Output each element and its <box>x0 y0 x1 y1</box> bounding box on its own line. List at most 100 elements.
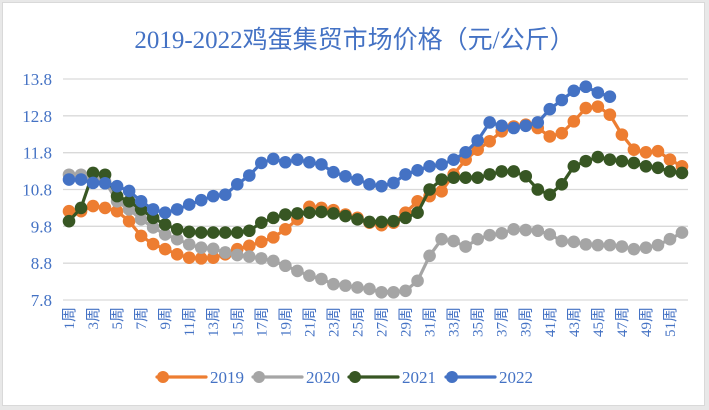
data-point-2021 <box>339 209 352 223</box>
data-point-2021 <box>267 211 280 225</box>
data-point-2022 <box>519 119 533 133</box>
data-point-2022 <box>206 189 220 203</box>
legend-label: 2021 <box>402 368 436 387</box>
data-point-2022 <box>603 90 617 103</box>
data-point-2021 <box>447 171 460 185</box>
data-point-2022 <box>591 86 605 99</box>
data-point-2022 <box>279 155 292 169</box>
data-point-2019 <box>663 153 677 166</box>
data-point-2022 <box>435 158 448 171</box>
x-tick-label: 15周 <box>229 307 246 337</box>
data-point-2020 <box>194 241 208 254</box>
data-point-2020 <box>531 224 545 238</box>
data-point-2020 <box>170 232 184 246</box>
data-point-2021 <box>399 211 412 225</box>
data-point-2021 <box>615 154 629 168</box>
data-point-2022 <box>315 158 328 171</box>
legend-label: 2022 <box>499 368 533 387</box>
data-point-2020 <box>255 252 268 265</box>
data-point-2020 <box>158 228 172 241</box>
y-tick-label: 11.8 <box>23 144 52 163</box>
x-tick-label: 13周 <box>205 307 222 337</box>
data-point-2022 <box>351 173 364 186</box>
data-point-2019 <box>267 231 280 244</box>
data-point-2019 <box>170 248 184 261</box>
data-point-2019 <box>122 214 136 228</box>
y-tick-label: 13.8 <box>22 70 52 89</box>
legend: 2019 2020 2021 2022 <box>155 368 533 387</box>
series-line-2022 <box>67 85 612 215</box>
x-tick-label: 49周 <box>638 307 655 337</box>
gridlines <box>63 78 688 301</box>
data-point-2021 <box>291 207 304 220</box>
data-point-2019 <box>615 128 629 141</box>
data-point-2021 <box>507 165 521 178</box>
data-point-2019 <box>435 185 448 198</box>
data-point-2021 <box>675 166 689 180</box>
data-point-2020 <box>627 242 641 256</box>
data-point-2022 <box>483 116 496 129</box>
data-point-2020 <box>206 242 220 256</box>
data-point-2019 <box>555 126 569 140</box>
data-point-2020 <box>651 238 665 252</box>
data-point-2020 <box>411 274 424 288</box>
data-point-2020 <box>363 282 376 296</box>
x-tick-label: 11周 <box>181 307 198 336</box>
data-point-2021 <box>483 168 496 181</box>
x-axis: 1周 3周 5周 7周 9周 11周 13周 15周 17周 19周 21周 23周 25周 27周 29周… <box>61 307 679 337</box>
legend-item-2021: 2021 <box>347 368 436 387</box>
data-point-2020 <box>327 277 340 291</box>
data-point-2022 <box>98 176 112 190</box>
data-point-2020 <box>615 240 629 253</box>
data-point-2021 <box>423 183 436 196</box>
data-point-2021 <box>639 159 653 173</box>
data-point-2022 <box>267 152 280 166</box>
data-point-2022 <box>134 194 148 208</box>
x-tick-label: 41周 <box>542 307 559 337</box>
data-point-2021 <box>471 171 484 185</box>
data-point-2021 <box>182 225 196 239</box>
x-tick-label: 1周 <box>61 307 78 330</box>
data-point-2021 <box>194 226 208 239</box>
data-point-2022 <box>495 119 509 133</box>
data-point-2020 <box>134 213 148 226</box>
x-tick-label: 9周 <box>157 307 174 330</box>
data-point-2021 <box>230 226 244 239</box>
data-point-2022 <box>531 116 545 129</box>
data-point-2021 <box>110 189 124 203</box>
data-point-2019 <box>98 201 112 215</box>
data-point-2022 <box>339 169 352 183</box>
y-tick-label: 8.8 <box>31 254 52 273</box>
legend-marker <box>157 371 169 383</box>
data-point-2020 <box>507 222 521 236</box>
data-point-2020 <box>447 234 460 248</box>
data-point-2021 <box>567 159 581 173</box>
x-tick-label: 37周 <box>494 307 511 337</box>
data-point-2019 <box>158 242 172 256</box>
x-tick-label: 43周 <box>566 307 583 337</box>
x-tick-label: 29周 <box>398 307 415 337</box>
x-tick-label: 27周 <box>374 307 391 337</box>
x-tick-label: 39周 <box>518 307 535 337</box>
data-point-2022 <box>158 206 172 220</box>
x-tick-label: 51周 <box>662 307 679 337</box>
data-point-2022 <box>459 145 472 159</box>
data-point-2020 <box>218 246 232 259</box>
data-point-2019 <box>603 108 617 122</box>
x-tick-label: 7周 <box>133 307 150 330</box>
data-point-2021 <box>327 207 340 220</box>
x-tick-label: 33周 <box>446 307 463 337</box>
data-point-2020 <box>315 272 328 286</box>
data-point-2022 <box>255 156 268 170</box>
data-point-2020 <box>495 227 509 240</box>
data-point-2022 <box>567 84 581 98</box>
data-point-2020 <box>387 285 400 299</box>
chart-title: 2019-2022鸡蛋集贸市场价格（元/公斤） <box>134 27 575 54</box>
legend-marker <box>253 371 265 383</box>
legend-marker <box>446 371 458 383</box>
x-tick-label: 31周 <box>422 307 439 337</box>
data-point-2019 <box>146 237 160 251</box>
data-point-2022 <box>146 203 160 216</box>
data-point-2020 <box>639 241 653 254</box>
